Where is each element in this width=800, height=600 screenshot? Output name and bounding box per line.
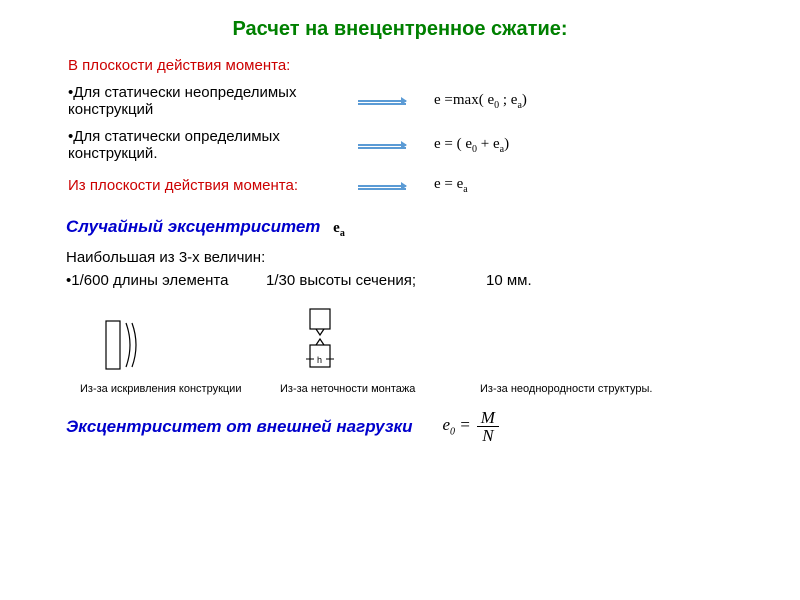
bullet-text: •Для статически определимых конструкций.: [68, 128, 348, 162]
row-out-of-plane: Из плоскости действия момента: е = ea: [68, 176, 800, 195]
max-of-three-label: Наибольшая из 3-х величин:: [66, 249, 800, 266]
bullet-text: •Для статически неопределимых конструкци…: [68, 84, 348, 118]
formula-max: е =max( e0 ; ea): [434, 92, 527, 111]
caption-structure: Из-за неоднородности структуры.: [480, 383, 700, 395]
diagram-curvature: [100, 317, 150, 373]
value-10mm: 10 мм.: [486, 272, 606, 289]
e0-symbol: e0 =: [443, 415, 471, 437]
arrow-icon: [358, 100, 406, 102]
caption-assembly: Из-за неточности монтажа: [280, 383, 480, 395]
external-load-row: Эксцентриситет от внешней нагрузки e0 = …: [66, 409, 800, 444]
bullet-determinate: •Для статически определимых конструкций.…: [68, 128, 800, 162]
arrow-icon: [358, 185, 406, 187]
fraction-m-over-n: M N: [477, 409, 499, 444]
diagram-assembly: h: [300, 307, 340, 373]
caption-curvature: Из-за искривления конструкции: [80, 383, 280, 395]
diagrams-row: h: [100, 307, 800, 373]
random-eccentricity-label: Случайный эксцентриситет ea: [66, 217, 800, 239]
three-values-row: •1/600 длины элемента 1/30 высоты сечени…: [66, 272, 800, 289]
external-load-label: Эксцентриситет от внешней нагрузки: [66, 417, 413, 437]
formula-ea: е = ea: [434, 176, 468, 195]
page-title: Расчет на внецентренное сжатие:: [0, 0, 800, 41]
section-in-plane: В плоскости действия момента:: [68, 57, 800, 74]
bullet-indeterminate: •Для статически неопределимых конструкци…: [68, 84, 800, 118]
value-length: •1/600 длины элемента: [66, 272, 266, 289]
section-out-of-plane: Из плоскости действия момента:: [68, 177, 348, 194]
captions-row: Из-за искривления конструкции Из-за нето…: [80, 383, 800, 395]
formula-sum: е = ( e0 + ea): [434, 136, 509, 155]
svg-text:h: h: [317, 355, 322, 365]
value-height: 1/30 высоты сечения;: [266, 272, 486, 289]
arrow-icon: [358, 144, 406, 146]
